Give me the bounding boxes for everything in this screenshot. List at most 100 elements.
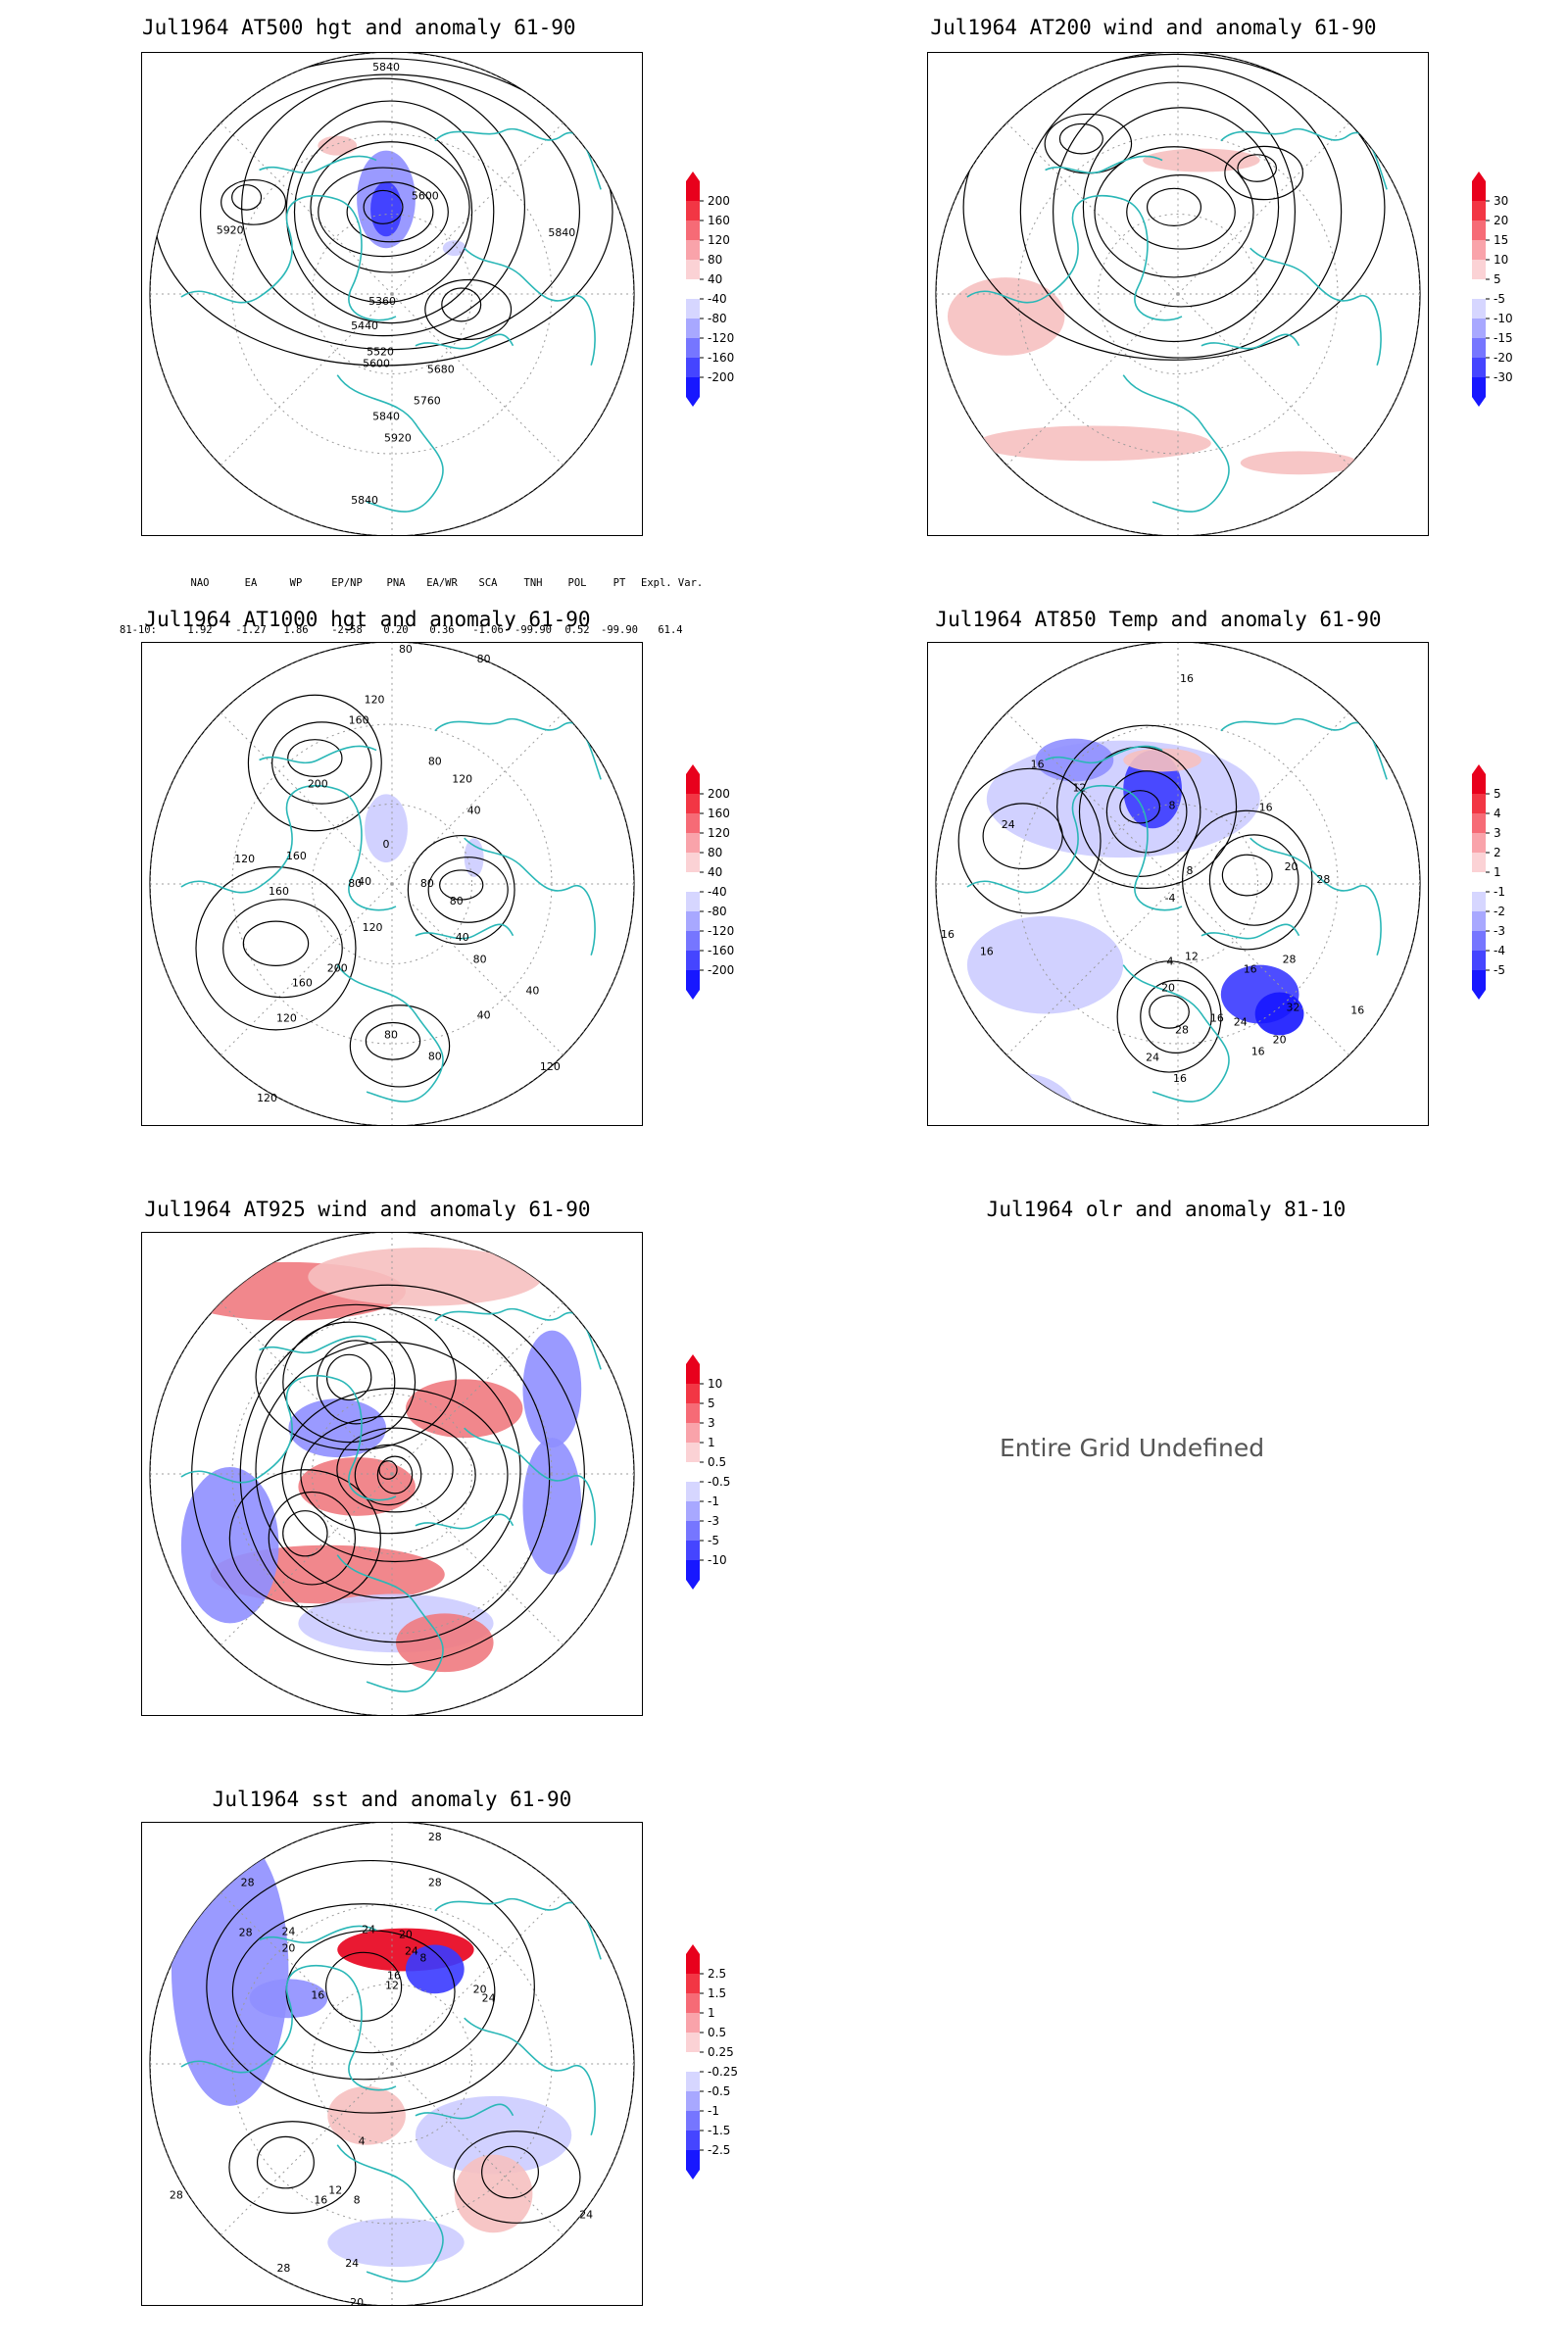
map-sst: 28 28 28 24 24 20 20 24 16 12 8 16 20 24 28 16 12 8 4 28 28 2… xyxy=(141,1822,643,2306)
colorbar-cell xyxy=(686,1974,700,1993)
contour-label: 16 xyxy=(1210,1011,1224,1024)
contour-label: 28 xyxy=(428,1877,442,1889)
contour-label: 20 xyxy=(399,1929,413,1941)
latitude-circle xyxy=(1097,213,1259,375)
contour-label: 24 xyxy=(482,1991,496,2004)
colorbar-label: 5 xyxy=(1494,787,1501,801)
colorbar-cell xyxy=(1472,892,1486,911)
undefined-grid-message: Entire Grid Undefined xyxy=(1000,1434,1265,1462)
contour-label: 80 xyxy=(450,895,464,907)
index-value: -1.27 xyxy=(235,624,267,636)
colorbar-cell xyxy=(686,1462,700,1482)
contour-line xyxy=(271,721,372,805)
contour-line xyxy=(242,920,310,966)
contour-label: 8 xyxy=(419,1951,426,1964)
contour-line xyxy=(228,2121,357,2214)
contour-label: 28 xyxy=(276,2262,290,2275)
colorbar-cell xyxy=(686,279,700,299)
coastline xyxy=(415,2103,514,2120)
contour-line xyxy=(982,803,1063,870)
contour-line xyxy=(1208,834,1299,926)
colorbar-label: 15 xyxy=(1494,233,1508,247)
contour-label: 20 xyxy=(281,1941,295,1954)
colorbar-cell xyxy=(686,2131,700,2150)
coastline xyxy=(259,155,377,174)
index-value: -99.90 xyxy=(601,624,638,636)
index-header: Expl. Var. xyxy=(641,577,704,589)
colorbar-label: -10 xyxy=(1494,312,1513,325)
contour-label: 8 xyxy=(1169,799,1176,811)
colorbar-label: 3 xyxy=(1494,826,1501,840)
contour-label: 16 xyxy=(1173,1072,1187,1085)
contour-label: 12 xyxy=(1072,781,1086,794)
contour-label: 40 xyxy=(525,985,539,998)
colorbar-label: 40 xyxy=(708,272,722,286)
colorbar-label: -5 xyxy=(708,1534,719,1547)
coastline xyxy=(259,1335,377,1354)
index-value: 61.4 xyxy=(658,624,683,636)
colorbar-label: 200 xyxy=(708,787,730,801)
contour-label: 5840 xyxy=(372,61,400,74)
panel-title: Jul1964 AT200 wind and anomaly 61-90 xyxy=(930,16,1377,39)
contour-label: 16 xyxy=(1180,672,1194,685)
colorbar-cell xyxy=(1472,951,1486,970)
contour-line xyxy=(231,184,263,211)
colorbar-cell xyxy=(686,2091,700,2111)
contour-label: 24 xyxy=(1002,818,1015,831)
colorbar-label: -120 xyxy=(708,331,734,345)
coastline xyxy=(336,964,444,1102)
streamline xyxy=(1058,122,1103,155)
coastline xyxy=(1045,745,1163,764)
contour-label: 5760 xyxy=(414,395,441,408)
contour-line xyxy=(481,2145,539,2199)
panel-title: Jul1964 AT850 Temp and anomaly 61-90 xyxy=(935,608,1382,631)
coastline xyxy=(336,374,444,513)
coastline xyxy=(1122,374,1230,513)
streamline xyxy=(300,1415,476,1535)
streamline xyxy=(282,1321,416,1444)
colorbar-sst: 2.5 1.5 1 0.5 0.25 -0.25 -0.5 -1 -1.5 -2.5 xyxy=(686,1944,774,2183)
anomaly-shade xyxy=(522,1330,582,1448)
colorbar-cell xyxy=(686,2052,700,2072)
colorbar-cell xyxy=(686,1482,700,1501)
streamline xyxy=(281,1387,509,1563)
colorbar-cell xyxy=(1472,911,1486,931)
map-svg xyxy=(935,53,1421,535)
contour-label: 40 xyxy=(467,804,481,816)
colorbar-arrow-down xyxy=(1472,990,1486,1000)
index-header: SCA xyxy=(478,577,498,589)
contour-line xyxy=(439,869,484,901)
colorbar-arrow-up xyxy=(686,764,700,774)
anomaly-shade xyxy=(365,794,408,863)
colorbar-cell xyxy=(686,2150,700,2170)
colorbar-cell xyxy=(686,951,700,970)
colorbar-cell xyxy=(1472,833,1486,853)
contour-label: 160 xyxy=(286,850,307,862)
colorbar-cell xyxy=(686,1423,700,1443)
contour-label: 16 xyxy=(1251,1045,1265,1057)
index-value: 0.52 xyxy=(564,624,590,636)
contour-label: 40 xyxy=(358,875,371,888)
colorbar-cell xyxy=(686,833,700,853)
contour-line xyxy=(1182,809,1313,951)
latitude-circle xyxy=(311,1983,473,2145)
index-header: NAO xyxy=(190,577,210,589)
colorbar-at200: 30 20 15 10 5 -5 -10 -15 -20 -30 xyxy=(1472,172,1560,411)
contour-label: 5520 xyxy=(367,346,394,359)
colorbar-label: 1 xyxy=(708,2006,715,2020)
contour-label: 16 xyxy=(1350,1004,1364,1016)
teleconnection-indices: NAO EA WP EP/NP PNA EA/WR SCA TNH POL PT Expl. Var… xyxy=(120,544,704,654)
colorbar-label: 160 xyxy=(708,214,730,227)
colorbar-arrow-up xyxy=(1472,764,1486,774)
contour-label: 80 xyxy=(384,1028,398,1041)
contour-label: 16 xyxy=(1031,758,1045,770)
colorbar-arrow-down xyxy=(686,990,700,1000)
colorbar-cell xyxy=(1472,338,1486,358)
contour-line xyxy=(427,857,509,923)
colorbar-cell xyxy=(686,1384,700,1403)
streamline xyxy=(962,53,1386,361)
colorbar-cell xyxy=(686,1403,700,1423)
map-at1000: 80 80 120 160 200 120 80 40 160 120 160 80 0 80 40 80 12… xyxy=(141,642,643,1126)
contour-label: 24 xyxy=(1146,1051,1159,1063)
